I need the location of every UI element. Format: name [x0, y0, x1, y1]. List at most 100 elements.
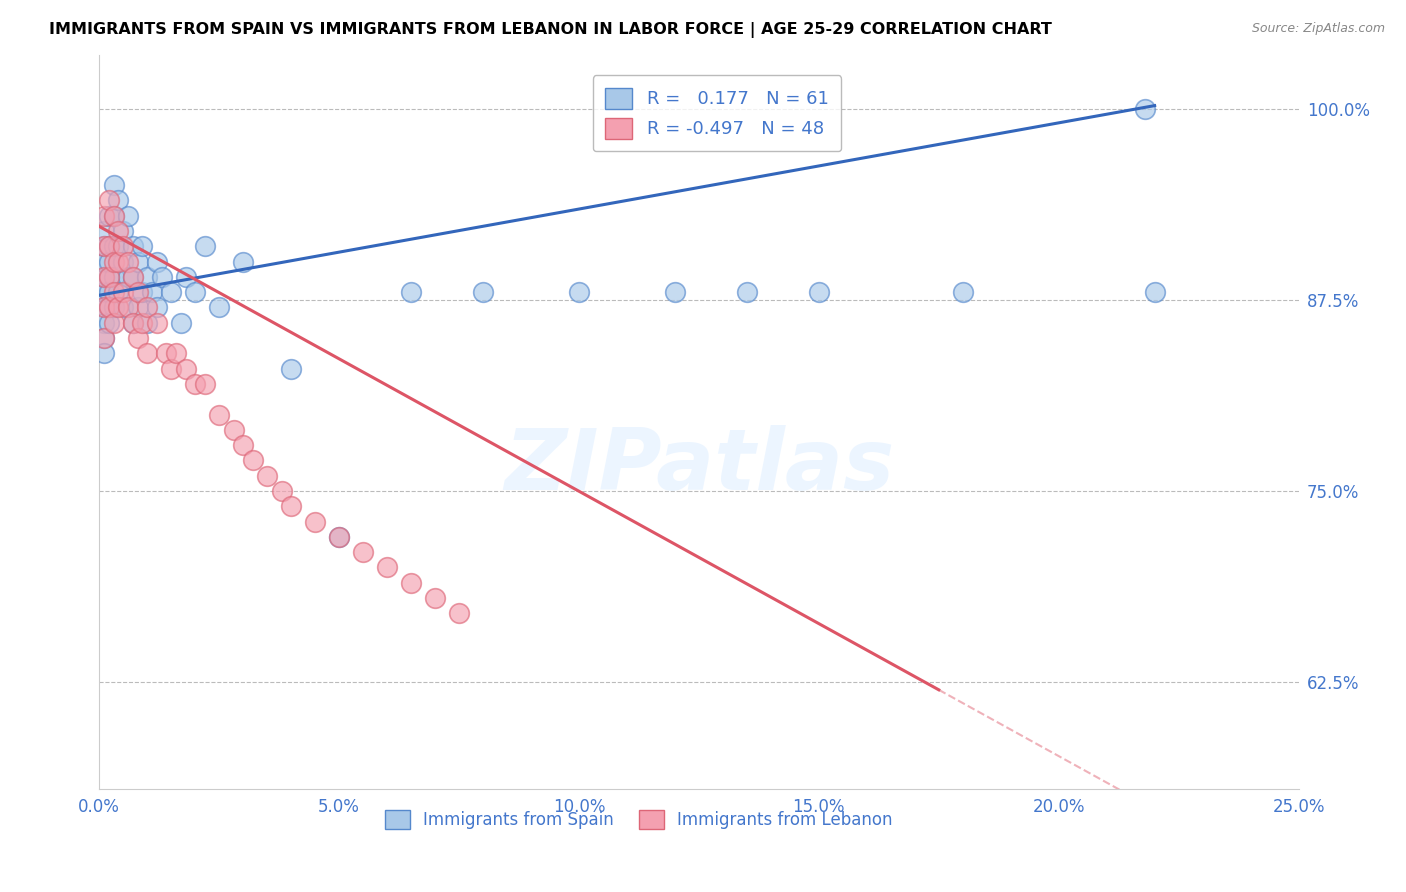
- Point: [131, 239, 153, 253]
- Point: [112, 239, 135, 253]
- Point: [174, 361, 197, 376]
- Point: [146, 316, 169, 330]
- Point: [146, 254, 169, 268]
- Point: [423, 591, 446, 605]
- Point: [112, 254, 135, 268]
- Point: [194, 239, 217, 253]
- Point: [121, 239, 143, 253]
- Point: [97, 194, 120, 208]
- Point: [107, 301, 129, 315]
- Point: [136, 346, 159, 360]
- Point: [232, 438, 254, 452]
- Point: [352, 545, 374, 559]
- Point: [232, 254, 254, 268]
- Point: [97, 254, 120, 268]
- Point: [107, 254, 129, 268]
- Point: [280, 361, 302, 376]
- Point: [160, 361, 183, 376]
- Point: [103, 254, 125, 268]
- Point: [328, 530, 350, 544]
- Point: [93, 239, 115, 253]
- Point: [121, 269, 143, 284]
- Point: [270, 483, 292, 498]
- Point: [103, 209, 125, 223]
- Point: [170, 316, 193, 330]
- Point: [127, 301, 149, 315]
- Point: [107, 285, 129, 300]
- Point: [107, 224, 129, 238]
- Point: [93, 301, 115, 315]
- Point: [399, 575, 422, 590]
- Point: [117, 269, 139, 284]
- Point: [136, 269, 159, 284]
- Point: [93, 331, 115, 345]
- Point: [97, 316, 120, 330]
- Point: [107, 239, 129, 253]
- Point: [131, 316, 153, 330]
- Point: [127, 285, 149, 300]
- Point: [103, 285, 125, 300]
- Point: [93, 269, 115, 284]
- Point: [155, 346, 177, 360]
- Point: [97, 239, 120, 253]
- Point: [1133, 102, 1156, 116]
- Text: Source: ZipAtlas.com: Source: ZipAtlas.com: [1251, 22, 1385, 36]
- Point: [136, 301, 159, 315]
- Point: [375, 560, 398, 574]
- Point: [93, 269, 115, 284]
- Point: [93, 209, 115, 223]
- Point: [208, 301, 231, 315]
- Point: [117, 301, 139, 315]
- Text: ZIPatlas: ZIPatlas: [503, 425, 894, 508]
- Point: [93, 346, 115, 360]
- Point: [117, 254, 139, 268]
- Point: [165, 346, 187, 360]
- Point: [304, 515, 326, 529]
- Point: [136, 316, 159, 330]
- Point: [735, 285, 758, 300]
- Point: [103, 316, 125, 330]
- Point: [93, 316, 115, 330]
- Point: [97, 269, 120, 284]
- Point: [256, 468, 278, 483]
- Point: [146, 301, 169, 315]
- Point: [121, 316, 143, 330]
- Point: [184, 376, 207, 391]
- Point: [97, 301, 120, 315]
- Point: [97, 209, 120, 223]
- Point: [103, 209, 125, 223]
- Point: [127, 331, 149, 345]
- Point: [664, 285, 686, 300]
- Point: [141, 285, 163, 300]
- Point: [208, 408, 231, 422]
- Point: [1143, 285, 1166, 300]
- Point: [112, 285, 135, 300]
- Point: [93, 301, 115, 315]
- Point: [131, 285, 153, 300]
- Point: [121, 316, 143, 330]
- Point: [447, 607, 470, 621]
- Point: [103, 301, 125, 315]
- Point: [107, 194, 129, 208]
- Point: [472, 285, 495, 300]
- Point: [280, 500, 302, 514]
- Point: [112, 301, 135, 315]
- Point: [97, 285, 120, 300]
- Point: [93, 224, 115, 238]
- Point: [807, 285, 830, 300]
- Point: [103, 178, 125, 193]
- Point: [222, 423, 245, 437]
- Point: [184, 285, 207, 300]
- Point: [242, 453, 264, 467]
- Point: [93, 331, 115, 345]
- Point: [194, 376, 217, 391]
- Point: [103, 269, 125, 284]
- Point: [328, 530, 350, 544]
- Point: [160, 285, 183, 300]
- Point: [121, 269, 143, 284]
- Point: [93, 254, 115, 268]
- Point: [399, 285, 422, 300]
- Point: [93, 239, 115, 253]
- Text: IMMIGRANTS FROM SPAIN VS IMMIGRANTS FROM LEBANON IN LABOR FORCE | AGE 25-29 CORR: IMMIGRANTS FROM SPAIN VS IMMIGRANTS FROM…: [49, 22, 1052, 38]
- Point: [174, 269, 197, 284]
